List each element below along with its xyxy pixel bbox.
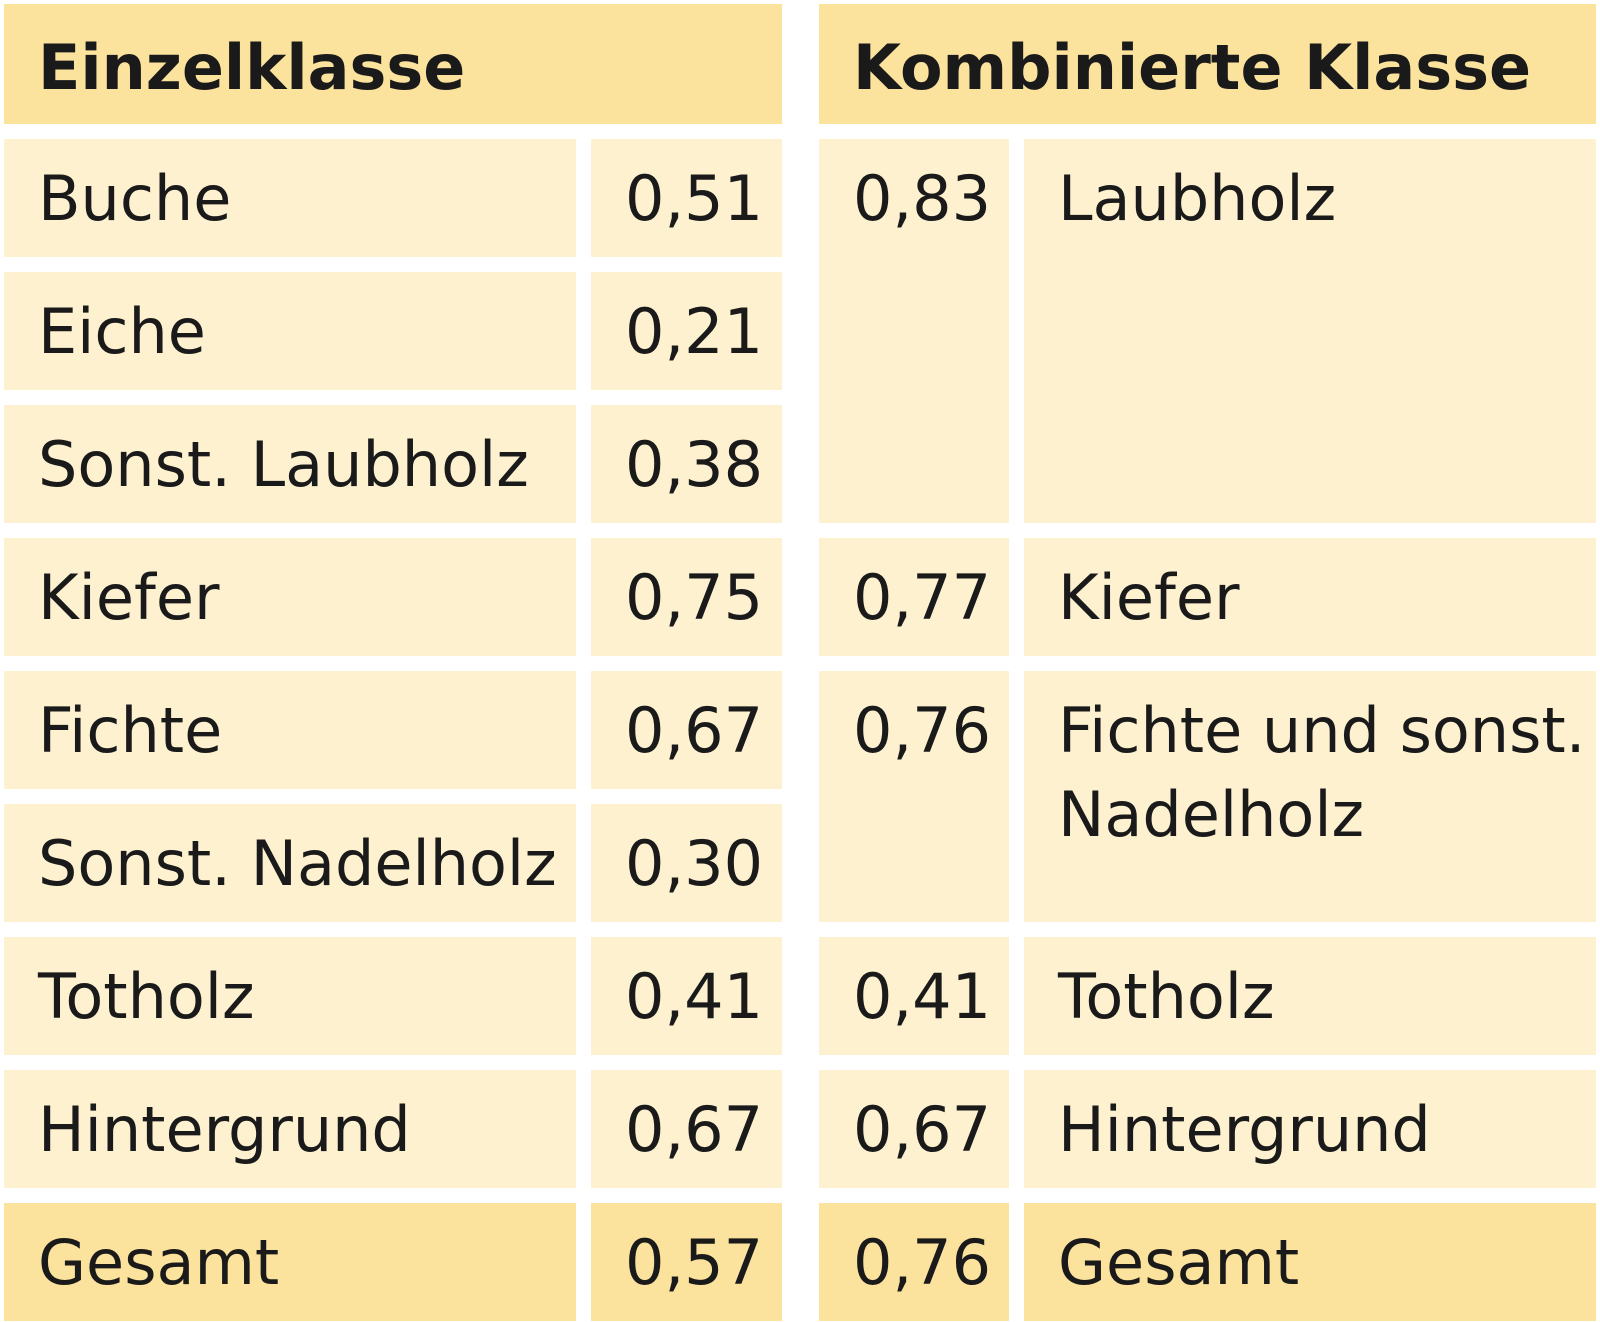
single-label-cell: Sonst. Laubholz <box>4 405 576 523</box>
combined-label-cell: Totholz <box>1024 937 1596 1055</box>
combined-value-cell: 0,67 <box>819 1070 1009 1188</box>
combined-label-cell: Laubholz <box>1024 139 1596 523</box>
single-label-cell: Sonst. Nadelholz <box>4 804 576 922</box>
header-combined-class: Kombinierte Klasse <box>819 4 1596 124</box>
combined-total-label: Gesamt <box>1024 1203 1596 1321</box>
combined-value-cell: 0,76 <box>819 671 1009 922</box>
single-label-cell: Hintergrund <box>4 1070 576 1188</box>
combined-total-value: 0,76 <box>819 1203 1009 1321</box>
single-total-value: 0,57 <box>591 1203 782 1321</box>
single-label-cell: Eiche <box>4 272 576 390</box>
single-value-cell: 0,30 <box>591 804 782 922</box>
header-single-class: Einzelklasse <box>4 4 782 124</box>
single-value-cell: 0,51 <box>591 139 782 257</box>
combined-label-cell: Fichte und sonst. Nadelholz <box>1024 671 1596 922</box>
combined-label-cell: Hintergrund <box>1024 1070 1596 1188</box>
single-label-cell: Kiefer <box>4 538 576 656</box>
combined-label-cell: Kiefer <box>1024 538 1596 656</box>
single-value-cell: 0,21 <box>591 272 782 390</box>
single-total-label: Gesamt <box>4 1203 576 1321</box>
single-value-cell: 0,38 <box>591 405 782 523</box>
single-value-cell: 0,75 <box>591 538 782 656</box>
combined-value-cell: 0,77 <box>819 538 1009 656</box>
single-value-cell: 0,67 <box>591 1070 782 1188</box>
combined-value-cell: 0,83 <box>819 139 1009 523</box>
combined-value-cell: 0,41 <box>819 937 1009 1055</box>
single-value-cell: 0,41 <box>591 937 782 1055</box>
single-label-cell: Fichte <box>4 671 576 789</box>
single-value-cell: 0,67 <box>591 671 782 789</box>
single-label-cell: Totholz <box>4 937 576 1055</box>
single-label-cell: Buche <box>4 139 576 257</box>
